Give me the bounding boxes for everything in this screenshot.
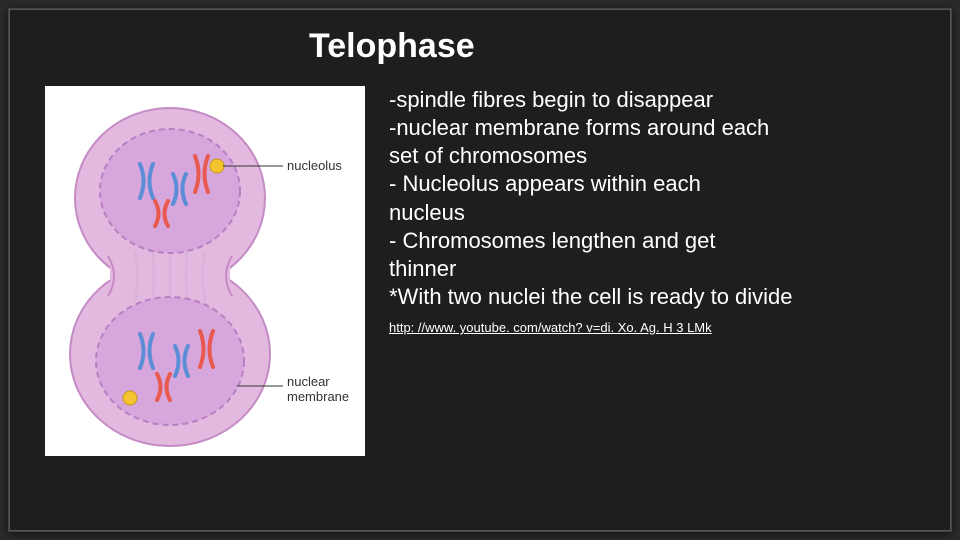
slide: Telophase	[8, 8, 952, 532]
text-column: -spindle fibres begin to disappear -nucl…	[389, 86, 941, 456]
nucleolus-top	[210, 159, 224, 173]
nucleus-top	[100, 129, 240, 253]
body-line: thinner	[389, 255, 941, 283]
nucleus-bottom	[96, 297, 244, 425]
nucleolus-bottom	[123, 391, 137, 405]
slide-title: Telophase	[9, 9, 951, 66]
diagram-panel: nucleolus nuclear membrane	[45, 86, 365, 456]
label-nuclear-1: nuclear	[287, 374, 330, 389]
body-line: nucleus	[389, 199, 941, 227]
label-nuclear-2: membrane	[287, 389, 349, 404]
body-line: -nuclear membrane forms around each	[389, 114, 941, 142]
footnote: *With two nuclei the cell is ready to di…	[389, 283, 941, 311]
label-nucleolus: nucleolus	[287, 158, 342, 173]
body-line: set of chromosomes	[389, 142, 941, 170]
body-line: - Nucleolus appears within each	[389, 170, 941, 198]
body-line: - Chromosomes lengthen and get	[389, 227, 941, 255]
content-row: nucleolus nuclear membrane -spindle fibr…	[9, 66, 951, 456]
youtube-link[interactable]: http: //www. youtube. com/watch? v=di. X…	[389, 320, 712, 337]
body-line: -spindle fibres begin to disappear	[389, 86, 941, 114]
